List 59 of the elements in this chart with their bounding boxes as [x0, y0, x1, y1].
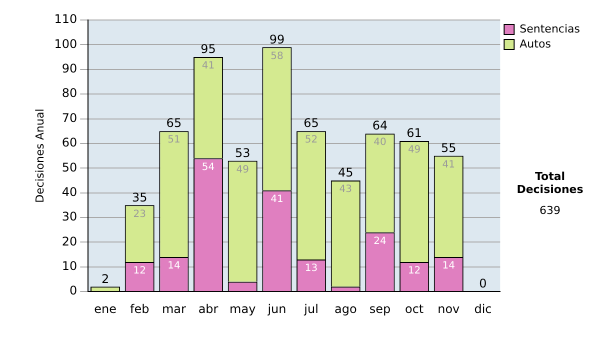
total-label: 99 — [269, 32, 285, 46]
total-label: 65 — [166, 116, 182, 130]
x-tick-label: ene — [94, 302, 116, 316]
x-tick-label: feb — [130, 302, 150, 316]
total-label: 35 — [132, 190, 148, 204]
data-label: 14 — [168, 260, 180, 272]
data-label: 23 — [133, 208, 146, 220]
total-label: 2 — [101, 272, 110, 286]
data-label: 43 — [339, 184, 352, 196]
y-tick-label: 30 — [62, 210, 78, 224]
total-label: 65 — [304, 116, 319, 130]
data-label: 54 — [202, 162, 215, 173]
x-tick-label: nov — [438, 302, 460, 316]
total-label: 95 — [200, 42, 216, 56]
y-tick-label: 80 — [62, 86, 78, 100]
data-label: 13 — [304, 263, 318, 274]
x-tick-label: ago — [334, 302, 357, 316]
total-label: 0 — [479, 276, 487, 291]
y-tick-label: 40 — [62, 184, 78, 199]
x-tick-label: oct — [404, 302, 424, 316]
data-label: 49 — [236, 164, 249, 176]
x-tick-label: mar — [162, 302, 186, 316]
y-tick-label: 90 — [62, 62, 78, 76]
x-tick-label: sep — [369, 302, 391, 316]
data-label: 52 — [304, 134, 318, 146]
total-label: 45 — [338, 166, 354, 180]
data-label: 41 — [202, 60, 215, 72]
legend-label: Autos — [520, 37, 552, 50]
y-tick-label: 110 — [54, 12, 78, 26]
y-tick-label: 20 — [62, 234, 78, 248]
data-label: 58 — [270, 50, 284, 62]
total-label: 55 — [441, 140, 456, 155]
x-tick-label: dic — [474, 302, 492, 316]
x-tick-label: jun — [266, 302, 286, 316]
data-label: 12 — [408, 266, 421, 277]
y-tick-label: 70 — [62, 110, 78, 125]
x-tick-label: abr — [198, 302, 218, 316]
data-label: 24 — [374, 236, 386, 247]
total-label: 53 — [234, 146, 250, 160]
y-tick-label: 10 — [62, 259, 78, 274]
data-label: 14 — [442, 260, 456, 272]
data-label: 51 — [168, 134, 180, 146]
total-label: 61 — [406, 126, 422, 140]
y-tick-label: 60 — [62, 136, 78, 150]
y-axis-title: Decisiones Anual — [33, 108, 46, 203]
data-label: 12 — [133, 266, 146, 277]
legend-label: Sentencias — [520, 22, 580, 36]
total-label: 64 — [372, 118, 388, 133]
text: 639 — [538, 204, 562, 217]
x-tick-label: may — [230, 302, 256, 316]
x-tick-label: jul — [303, 302, 318, 316]
y-tick-label: 0 — [69, 284, 78, 298]
data-label: 40 — [374, 137, 386, 148]
y-tick-label: 100 — [54, 36, 78, 51]
data-label: 41 — [270, 194, 284, 205]
text: Total Decisiones — [516, 170, 584, 196]
data-label: 49 — [408, 144, 421, 156]
y-tick-label: 50 — [62, 160, 78, 174]
data-label: 41 — [442, 159, 456, 170]
